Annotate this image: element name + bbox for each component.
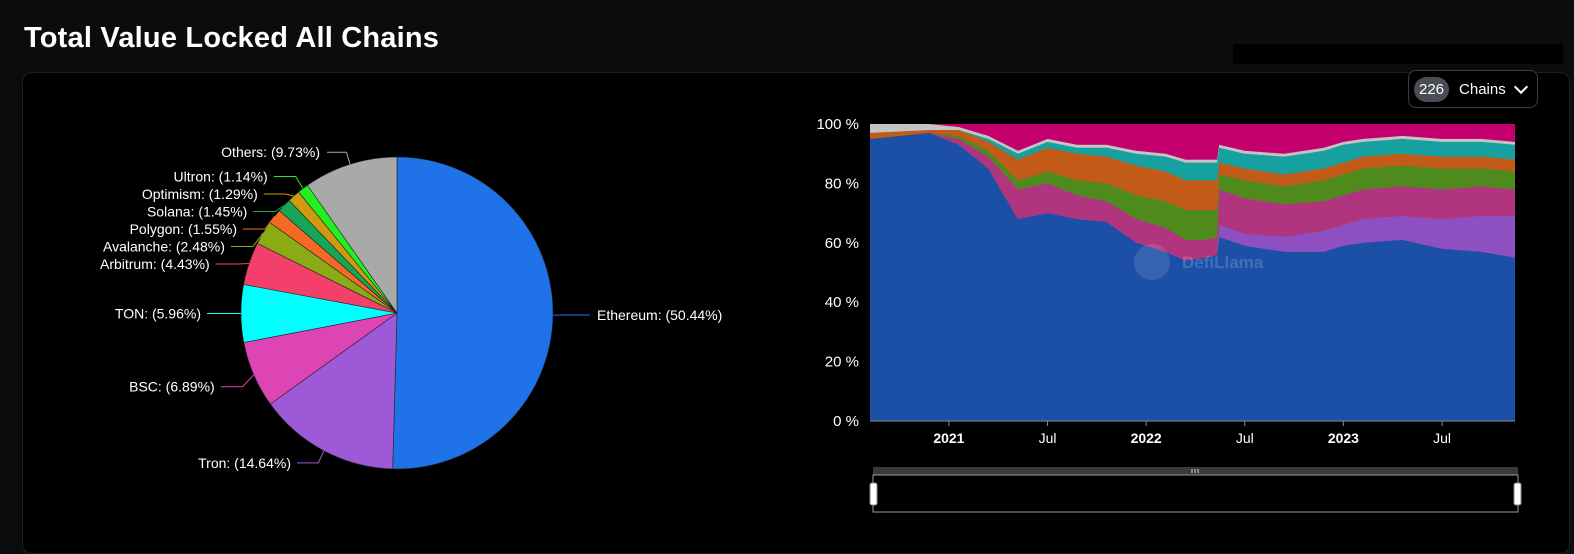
pie-label-text: Ultron: (1.14%) [174, 169, 268, 185]
area-series-3[interactable] [870, 132, 1515, 240]
y-tick-label: 40 % [825, 294, 859, 311]
area-series-group [870, 124, 1515, 421]
pie-label-arbitrum: Arbitrum: (4.43%) [100, 256, 250, 272]
y-tick-label: 20 % [825, 354, 859, 371]
area-series-7[interactable] [870, 124, 1515, 160]
pie-label-text: Optimism: (1.29%) [142, 186, 258, 202]
pie-label-ultron: Ultron: (1.14%) [174, 169, 304, 189]
area-series-6[interactable] [870, 124, 1515, 163]
pie-label-text: BSC: (6.89%) [129, 379, 215, 395]
area-series-0[interactable] [870, 132, 1515, 421]
area-series-1[interactable] [870, 132, 1515, 261]
pie-label-ethereum: Ethereum: (50.44%) [552, 307, 722, 323]
pie-label-text: Others: (9.73%) [221, 144, 320, 160]
pie-label-text: Polygon: (1.55%) [130, 221, 237, 237]
defillama-watermark: DefiLlama [1182, 253, 1264, 272]
zoom-handle[interactable] [1513, 482, 1522, 506]
chains-selector-button[interactable]: 226 Chains [1408, 70, 1538, 108]
x-tick-label: 2023 [1328, 430, 1359, 446]
y-tick-label: 60 % [825, 235, 859, 252]
chains-selector-label: Chains [1459, 80, 1506, 98]
pie-slice-others[interactable] [307, 156, 398, 314]
pie-label-ton: TON: (5.96%) [115, 305, 242, 321]
defillama-logo-icon [1134, 244, 1170, 280]
zoom-window[interactable] [872, 474, 1519, 513]
header-strip [1233, 44, 1563, 64]
x-tick-label: 2021 [933, 430, 964, 446]
pie-label-avalanche: Avalanche: (2.48%) [103, 232, 264, 255]
pie-label-text: Solana: (1.45%) [147, 204, 247, 220]
pie-label-text: Tron: (14.64%) [198, 455, 291, 471]
pie-label-text: TON: (5.96%) [115, 305, 201, 321]
x-tick-label: Jul [1433, 430, 1451, 446]
pie-label-text: Ethereum: (50.44%) [597, 307, 722, 323]
pie-label-tron: Tron: (14.64%) [198, 450, 325, 471]
x-tick-label: Jul [1236, 430, 1254, 446]
pie-chart: Ethereum: (50.44%) Tron: (14.64%) BSC: (6.… [100, 144, 722, 471]
pie-label-others: Others: (9.73%) [221, 144, 351, 165]
y-tick-label: 80 % [825, 175, 859, 192]
pie-slice-tron[interactable] [269, 312, 398, 470]
area-series-4[interactable] [870, 129, 1515, 211]
page-title: Total Value Locked All Chains [24, 22, 440, 54]
x-tick-label: 2022 [1131, 430, 1162, 446]
pie-label-text: Avalanche: (2.48%) [103, 239, 225, 255]
x-tick-label: Jul [1039, 430, 1057, 446]
chevron-down-icon [1513, 79, 1528, 94]
pie-label-bsc: BSC: (6.89%) [129, 374, 255, 395]
area-series-5[interactable] [870, 129, 1515, 181]
chains-count-badge: 226 [1414, 76, 1450, 102]
y-tick-label: 0 % [833, 413, 859, 430]
pie-label-optimism: Optimism: (1.29%) [142, 186, 294, 202]
pie-label-polygon: Polygon: (1.55%) [130, 216, 275, 237]
zoom-handle[interactable] [869, 482, 878, 506]
pie-label-text: Arbitrum: (4.43%) [100, 256, 210, 272]
data-zoom-slider[interactable] [869, 467, 1522, 513]
area-series-2[interactable] [870, 132, 1515, 261]
y-tick-label: 100 % [816, 116, 859, 133]
pie-label-solana: Solana: (1.45%) [147, 204, 285, 220]
